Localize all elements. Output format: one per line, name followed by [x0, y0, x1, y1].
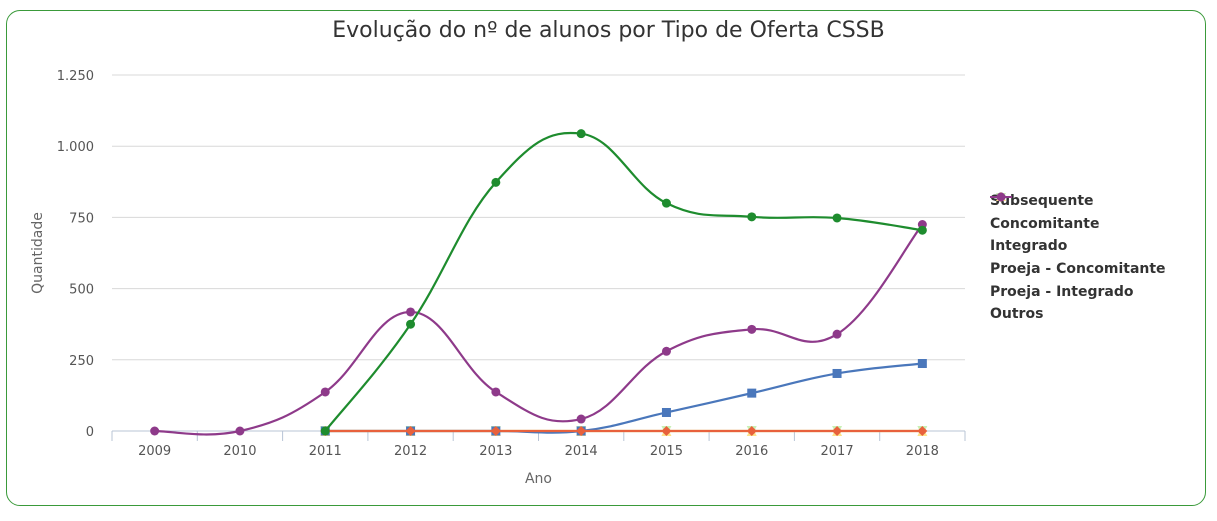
data-point — [661, 346, 671, 356]
y-axis-title: Quantidade — [30, 212, 46, 294]
data-point — [661, 407, 671, 417]
chart-frame — [6, 10, 1206, 506]
legend-label: Proeja - Concomitante — [990, 261, 1166, 278]
x-axis-title: Ano — [525, 471, 552, 487]
data-point — [235, 426, 245, 436]
data-point — [747, 388, 757, 398]
data-point — [576, 414, 586, 424]
legend-item[interactable]: Proeja - Integrado — [990, 193, 1166, 303]
legend-symbol-icon — [990, 192, 1012, 202]
legend-label: Integrado — [990, 238, 1068, 255]
data-point — [661, 198, 671, 208]
data-point — [832, 213, 842, 223]
x-tick-label: 2013 — [479, 444, 512, 459]
x-tick-label: 2011 — [309, 444, 342, 459]
legend-item[interactable]: Concomitante — [990, 192, 1166, 236]
x-tick-label: 2017 — [821, 444, 854, 459]
data-point — [405, 426, 416, 436]
data-point — [747, 324, 757, 334]
data-point — [661, 426, 672, 436]
data-point — [320, 387, 330, 397]
data-point — [406, 307, 416, 317]
legend-label: Concomitante — [990, 215, 1100, 232]
data-point — [832, 329, 842, 339]
data-point — [576, 426, 587, 436]
y-tick-label: 1.000 — [57, 140, 94, 155]
legend-item[interactable]: Outros — [990, 192, 1166, 326]
x-tick-label: 2010 — [223, 444, 256, 459]
data-point — [406, 319, 416, 329]
legend-item[interactable]: Integrado — [990, 193, 1166, 258]
data-point — [150, 426, 160, 436]
x-tick-label: 2015 — [650, 444, 683, 459]
chart-title: Evolução do nº de alunos por Tipo de Ofe… — [332, 18, 885, 43]
legend-label: Proeja - Integrado — [990, 283, 1134, 300]
data-point — [917, 225, 927, 235]
y-tick-label: 250 — [69, 354, 94, 369]
y-tick-label: 500 — [69, 283, 94, 298]
y-tick-label: 0 — [86, 425, 94, 440]
x-tick-label: 2016 — [735, 444, 768, 459]
legend-item[interactable]: Proeja - Concomitante — [990, 192, 1166, 281]
legend-label: Outros — [990, 306, 1044, 323]
x-tick-label: 2018 — [906, 444, 939, 459]
legend-item[interactable]: Subsequente — [990, 190, 1166, 213]
data-point — [490, 426, 501, 436]
x-tick-label: 2014 — [565, 444, 598, 459]
legend-label: Subsequente — [990, 193, 1094, 210]
series-line — [324, 131, 923, 432]
data-point — [917, 359, 927, 369]
data-point — [747, 212, 757, 222]
y-tick-label: 1.250 — [57, 69, 94, 84]
series-line — [154, 223, 924, 436]
data-point — [746, 426, 757, 436]
data-point — [320, 426, 330, 436]
x-tick-label: 2012 — [394, 444, 427, 459]
data-point — [491, 387, 501, 397]
data-point — [832, 426, 843, 436]
y-tick-label: 750 — [69, 211, 94, 226]
data-point — [917, 426, 928, 436]
data-point — [491, 177, 501, 187]
data-point — [576, 129, 586, 139]
chart-legend: Subsequente Concomitante Integrado Proeja -… — [990, 190, 1166, 326]
data-point — [832, 368, 842, 378]
x-tick-label: 2009 — [138, 444, 171, 459]
